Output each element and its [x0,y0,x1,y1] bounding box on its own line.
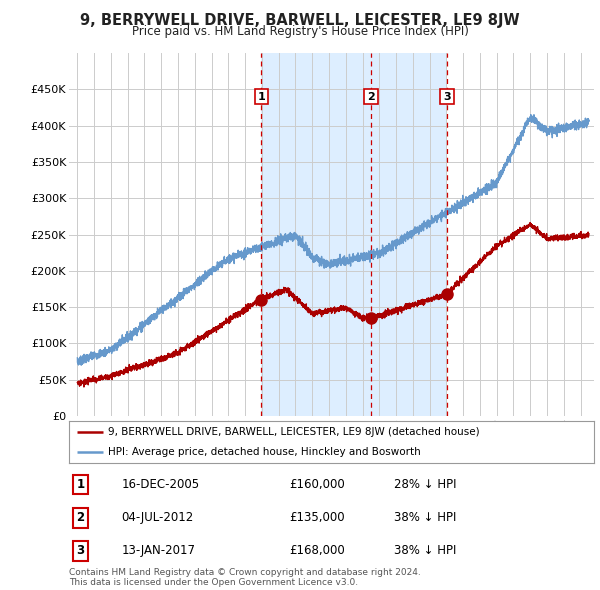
Text: 16-DEC-2005: 16-DEC-2005 [121,478,200,491]
Text: Contains HM Land Registry data © Crown copyright and database right 2024.
This d: Contains HM Land Registry data © Crown c… [69,568,421,587]
Bar [261,53,447,416]
Text: 9, BERRYWELL DRIVE, BARWELL, LEICESTER, LE9 8JW (detached house): 9, BERRYWELL DRIVE, BARWELL, LEICESTER, … [109,427,480,437]
Text: 3: 3 [76,544,85,558]
Text: 04-JUL-2012: 04-JUL-2012 [121,511,194,525]
Text: 38% ↓ HPI: 38% ↓ HPI [395,544,457,558]
Text: 13-JAN-2017: 13-JAN-2017 [121,544,196,558]
Text: £160,000: £160,000 [290,478,345,491]
Text: 1: 1 [257,91,265,101]
Text: 9, BERRYWELL DRIVE, BARWELL, LEICESTER, LE9 8JW: 9, BERRYWELL DRIVE, BARWELL, LEICESTER, … [80,13,520,28]
Text: £168,000: £168,000 [290,544,345,558]
Text: 1: 1 [76,478,85,491]
Text: 38% ↓ HPI: 38% ↓ HPI [395,511,457,525]
Text: Price paid vs. HM Land Registry's House Price Index (HPI): Price paid vs. HM Land Registry's House … [131,25,469,38]
Text: 2: 2 [76,511,85,525]
Text: 3: 3 [443,91,451,101]
Text: 2: 2 [367,91,375,101]
Text: £135,000: £135,000 [290,511,345,525]
Text: HPI: Average price, detached house, Hinckley and Bosworth: HPI: Average price, detached house, Hinc… [109,447,421,457]
Text: 28% ↓ HPI: 28% ↓ HPI [395,478,457,491]
